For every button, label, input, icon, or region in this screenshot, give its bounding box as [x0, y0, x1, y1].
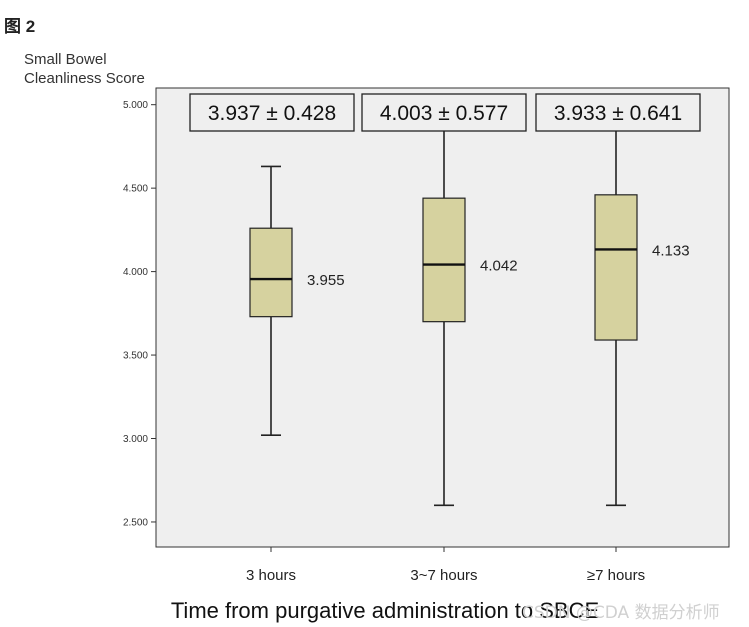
y-axis-label: Small Bowel Cleanliness Score: [24, 50, 145, 88]
y-axis-label-line-2: Cleanliness Score: [24, 70, 145, 87]
median-value-label: 3.955: [307, 272, 345, 289]
x-category-label: 3~7 hours: [410, 567, 477, 584]
median-value-label: 4.133: [652, 242, 690, 259]
y-tick-label: 2.500: [123, 517, 148, 528]
iqr-box: [422, 197, 466, 323]
y-tick-label: 4.500: [123, 184, 148, 195]
figure-label: 图 2: [4, 17, 36, 36]
watermark: CSDN @CDA 数据分析师: [522, 603, 720, 623]
iqr-box: [594, 194, 638, 341]
summary-stat-box: [189, 93, 355, 132]
summary-stat-label: 3.933 ± 0.641: [554, 102, 682, 125]
summary-stat-label: 3.937 ± 0.428: [208, 102, 336, 125]
x-axis-label: Time from purgative administration to SB…: [170, 598, 600, 623]
y-tick-label: 4.000: [123, 267, 148, 278]
iqr-box: [249, 227, 293, 318]
summary-stat-box: [535, 93, 701, 132]
y-axis-label-line-1: Small Bowel: [24, 51, 107, 68]
median-value-label: 4.042: [480, 258, 518, 275]
y-tick-label: 3.500: [123, 351, 148, 362]
x-category-label: ≥7 hours: [587, 567, 645, 584]
summary-stat-label: 4.003 ± 0.577: [380, 102, 508, 125]
y-tick-label: 5.000: [123, 100, 148, 111]
y-tick-label: 3.000: [123, 434, 148, 445]
x-category-label: 3 hours: [246, 567, 296, 584]
summary-stat-box: [361, 93, 527, 132]
